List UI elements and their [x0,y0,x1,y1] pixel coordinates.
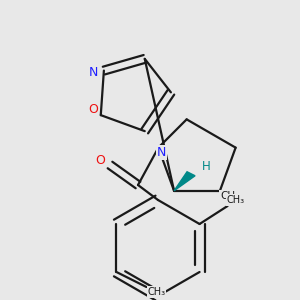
Text: CH₃: CH₃ [147,287,166,297]
Polygon shape [174,172,195,191]
Text: N: N [157,146,166,159]
Text: H: H [202,160,210,173]
Text: CH₃: CH₃ [220,191,239,201]
Text: N: N [89,66,99,79]
Text: O: O [88,103,98,116]
Text: CH₃: CH₃ [226,195,244,205]
Text: O: O [95,154,105,167]
